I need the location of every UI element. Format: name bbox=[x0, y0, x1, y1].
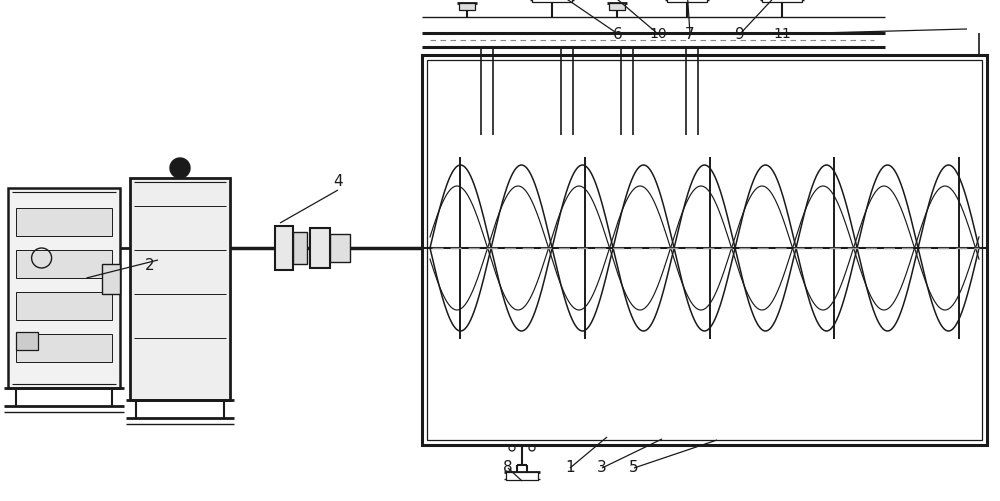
Bar bbox=[8, 188, 120, 388]
Bar bbox=[330, 234, 350, 262]
Bar bbox=[427, 60, 982, 440]
Bar bbox=[310, 228, 330, 268]
Bar bbox=[506, 472, 538, 480]
Text: 9: 9 bbox=[735, 27, 745, 42]
Bar bbox=[16, 208, 112, 236]
Bar bbox=[762, 0, 802, 2]
Text: 4: 4 bbox=[333, 174, 343, 189]
Text: 11: 11 bbox=[773, 27, 791, 41]
Bar bbox=[16, 332, 38, 350]
Bar bbox=[667, 0, 707, 2]
Circle shape bbox=[170, 158, 190, 178]
Text: 6: 6 bbox=[613, 27, 623, 42]
Bar bbox=[16, 250, 112, 278]
Bar bbox=[459, 3, 475, 10]
Text: 7: 7 bbox=[685, 27, 695, 42]
Bar bbox=[275, 226, 293, 270]
Text: 8: 8 bbox=[503, 460, 513, 475]
Bar bbox=[102, 264, 120, 294]
Bar bbox=[16, 334, 112, 362]
Text: 5: 5 bbox=[629, 460, 639, 475]
Text: 3: 3 bbox=[597, 460, 607, 475]
Bar bbox=[422, 55, 987, 445]
Bar bbox=[609, 3, 625, 10]
Text: 10: 10 bbox=[649, 27, 667, 41]
Bar bbox=[130, 178, 230, 400]
Text: 1: 1 bbox=[565, 460, 575, 475]
Bar bbox=[532, 0, 572, 2]
Text: 2: 2 bbox=[145, 258, 155, 273]
Bar bbox=[16, 292, 112, 320]
Bar bbox=[293, 232, 307, 264]
